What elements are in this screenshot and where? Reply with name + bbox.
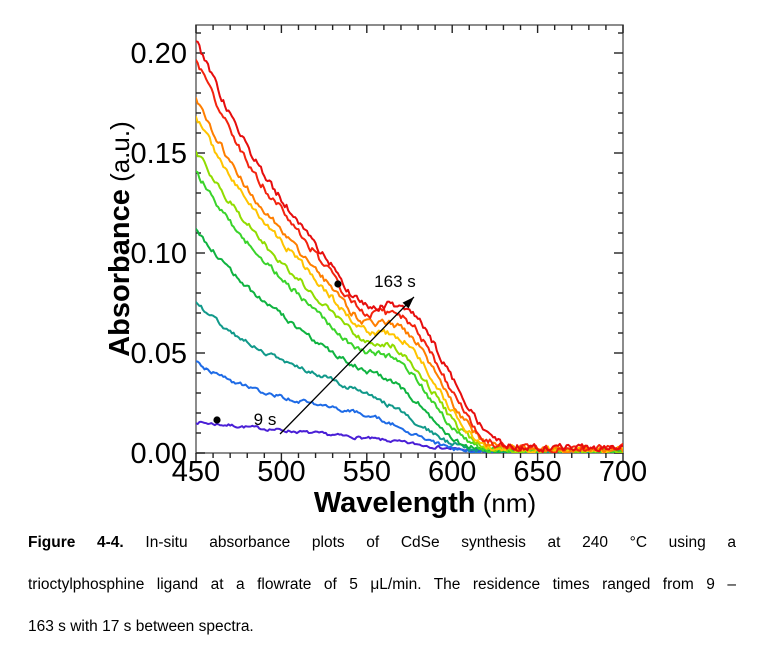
y-tick-label: 0.15 [131,138,187,170]
spectrum-curve-145s [196,59,623,453]
caption-line-2: trioctylphosphine ligand at a flowrate o… [28,576,736,593]
figure-caption: Figure 4-4. In-situ absorbance plots of … [0,520,764,648]
y-axis-title: Absorbance (a.u.) [104,121,136,357]
annotation-dot-9s [213,416,221,424]
y-tick-label: 0.00 [131,438,187,470]
x-axis-title: Wavelength (nm) [314,487,536,519]
y-tick-label: 0.20 [131,38,187,70]
spectrum-curve-128s [196,97,623,453]
caption-line-1-text: In-situ absorbance plots of CdSe synthes… [145,534,736,551]
absorbance-chart: 450 500 550 600 650 700 0.00 0.05 0.10 0.15 0.20 Wa… [104,24,647,519]
caption-line-1: Figure 4-4. In-situ absorbance plots of … [28,522,736,564]
spectra-plot-svg: 450 500 550 600 650 700 0.00 0.05 0.10 0.15 0.20 Wa… [104,24,647,519]
caption-line-3: 163 s with 17 s between spectra. [28,618,254,635]
time-arrow-line [279,296,415,435]
caption-label: Figure 4-4. [28,534,124,551]
x-tick-label: 500 [257,456,305,488]
x-tick-label: 600 [428,456,476,488]
annotation-label-163s: 163 s [374,272,416,291]
x-tick-label: 650 [513,456,561,488]
spectrum-curve-43s [196,301,623,453]
annotation-label-9s: 9 s [254,410,277,429]
plot-frame [195,24,624,454]
spectrum-curve-163s [196,40,623,453]
y-tick-label: 0.10 [131,238,187,270]
x-tick-label: 550 [343,456,391,488]
x-tick-label: 700 [599,456,647,488]
time-arrow-head [402,297,414,309]
x-tick-label: 450 [172,456,220,488]
y-tick-label: 0.05 [131,338,187,370]
annotation-dot-163s [334,280,342,288]
spectrum-curve-26s [196,360,623,453]
